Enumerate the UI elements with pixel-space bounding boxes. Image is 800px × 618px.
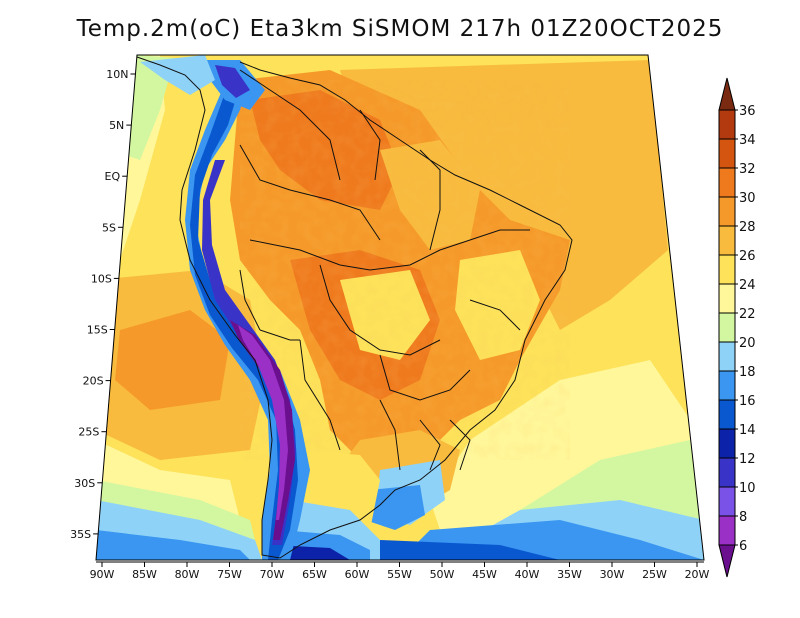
colorbar-label: 14 [739, 423, 756, 438]
lon-tick-label: 75W [217, 568, 242, 581]
lon-tick: 85W [132, 562, 157, 581]
lon-tick-label: 55W [387, 568, 412, 581]
lon-tick: 50W [430, 562, 455, 581]
colorbar-label: 18 [739, 365, 756, 380]
lon-tick: 35W [557, 562, 582, 581]
lon-tick: 30W [600, 562, 625, 581]
colorbar-label: 16 [739, 394, 756, 409]
lat-tick: 15S [87, 324, 115, 337]
colorbar-segment [718, 138, 736, 169]
lon-tick: 45W [472, 562, 497, 581]
lat-tick: 30S [74, 477, 103, 490]
colorbar-segment [718, 225, 736, 256]
colorbar-segment [718, 283, 736, 314]
lat-tick-label: 30S [74, 477, 95, 490]
colorbar-label: 28 [739, 220, 756, 235]
lat-tick: 5N [109, 119, 132, 132]
lon-tick-label: 20W [685, 568, 710, 581]
boundaries [136, 56, 573, 559]
colorbar: 6 8 10 12 14 16 18 20 22 24 26 28 30 32 34 36 [718, 77, 756, 578]
lat-tick: 10S [91, 272, 119, 285]
colorbar-label: 36 [739, 104, 756, 119]
colorbar-segment [718, 515, 736, 546]
colorbar-arrow-bottom [718, 544, 736, 578]
colorbar-label: 34 [739, 133, 756, 148]
lat-tick-label: EQ [105, 170, 121, 183]
colorbar-segment [718, 312, 736, 343]
colorbar-segment [718, 399, 736, 430]
colorbar-segment [718, 457, 736, 488]
lon-tick: 80W [175, 562, 200, 581]
lon-tick: 90W [90, 562, 115, 581]
colorbar-segment [718, 196, 736, 227]
colorbar-label: 26 [739, 249, 756, 264]
lat-tick: 10N [106, 68, 136, 81]
lat-tick: 5S [102, 221, 124, 234]
lon-tick-label: 50W [430, 568, 455, 581]
colorbar-segment [718, 370, 736, 401]
lon-tick-label: 65W [302, 568, 327, 581]
lat-tick-label: 20S [83, 375, 104, 388]
colorbar-label: 20 [739, 336, 756, 351]
lat-tick: 20S [83, 375, 111, 388]
lat-tick-label: 35S [70, 528, 91, 541]
lon-tick-label: 25W [642, 568, 667, 581]
lon-tick-label: 90W [90, 568, 115, 581]
lon-tick-label: 40W [515, 568, 540, 581]
colorbar-segment [718, 254, 736, 285]
colorbar-segment [718, 109, 736, 140]
lat-tick-label: 5S [102, 221, 116, 234]
colorbar-segment [718, 486, 736, 517]
lon-tick-label: 70W [260, 568, 285, 581]
lat-tick-label: 5N [109, 119, 124, 132]
lat-tick: 35S [70, 528, 99, 541]
colorbar-label: 8 [739, 510, 747, 525]
lon-tick: 20W [685, 562, 710, 581]
colorbar-label: 24 [739, 278, 756, 293]
colorbar-label: 22 [739, 307, 756, 322]
colorbar-label: 10 [739, 481, 756, 496]
lon-tick-label: 30W [600, 568, 625, 581]
lat-tick-label: 25S [78, 426, 99, 439]
lon-tick-label: 80W [175, 568, 200, 581]
colorbar-segment [718, 341, 736, 372]
lat-tick-label: 10N [106, 68, 128, 81]
colorbar-label: 30 [739, 191, 756, 206]
colorbar-label: 32 [739, 162, 756, 177]
lat-tick-label: 15S [87, 324, 108, 337]
lon-tick: 55W [387, 562, 412, 581]
colorbar-segment [718, 428, 736, 459]
lon-tick: 75W [217, 562, 242, 581]
lon-tick: 70W [260, 562, 285, 581]
map-title: Temp.2m(oC) Eta3km SiSMOM 217h 01Z20OCT2… [76, 16, 724, 42]
longitude-axis: 90W 85W 80W 75W 70W 65W 60W 55W 50W 45W 40W 35W 30W 2… [90, 562, 710, 581]
colorbar-segment [718, 167, 736, 198]
map-frame [95, 54, 705, 561]
lon-tick-label: 45W [472, 568, 497, 581]
lon-tick-label: 60W [345, 568, 370, 581]
lat-tick: EQ [105, 170, 128, 183]
lon-tick-label: 35W [557, 568, 582, 581]
lon-tick-label: 85W [132, 568, 157, 581]
colorbar-arrow-top [718, 77, 736, 111]
latitude-axis: 10N 5N EQ 5S 10S 15S 20S 25S 30S 35S [70, 68, 136, 541]
lon-tick: 65W [302, 562, 327, 581]
lon-tick: 25W [642, 562, 667, 581]
lon-tick: 60W [345, 562, 370, 581]
colorbar-label: 12 [739, 452, 756, 467]
colorbar-label: 6 [739, 539, 747, 554]
lon-tick: 40W [515, 562, 540, 581]
lat-tick: 25S [78, 426, 107, 439]
lat-tick-label: 10S [91, 272, 112, 285]
